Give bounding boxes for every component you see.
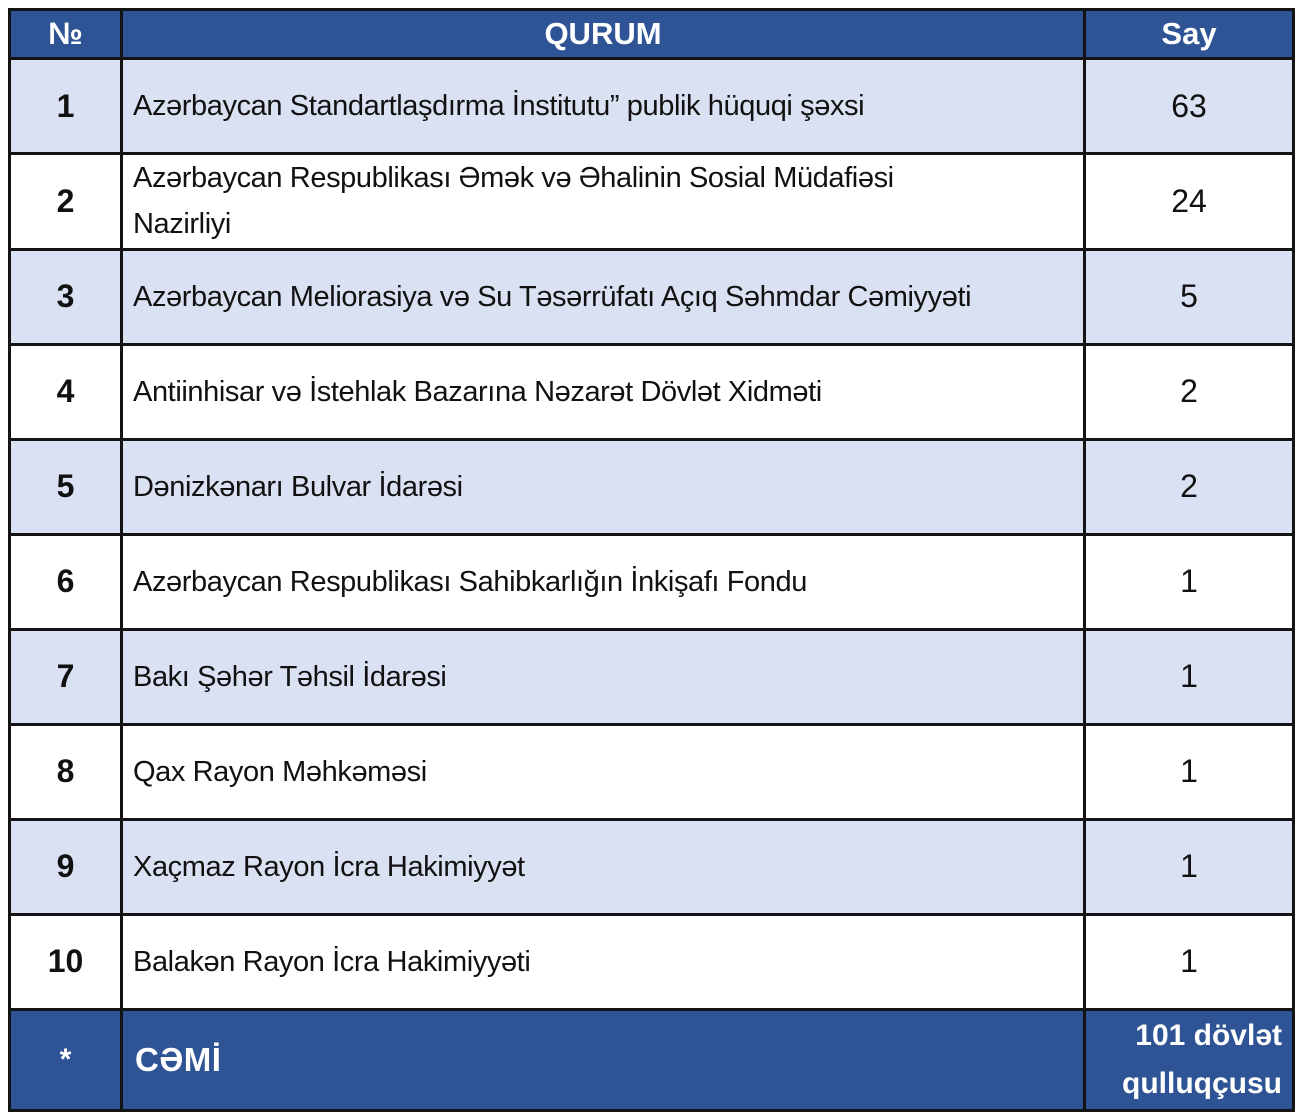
say-cell: 1: [1083, 912, 1295, 1011]
table-row: 4 Antiinhisar və İstehlak Bazarına Nəzar…: [8, 342, 1295, 441]
say-cell: 1: [1083, 722, 1295, 821]
row-number: 4: [8, 342, 123, 441]
say-cell: 5: [1083, 247, 1295, 346]
table-row: 2 Azərbaycan Respublikası Əmək və Əhalin…: [8, 152, 1295, 251]
row-number: 1: [8, 57, 123, 155]
row-number: 6: [8, 532, 123, 631]
qurum-cell: Dənizkənarı Bulvar İdarəsi: [120, 437, 1086, 536]
column-header-qurum: QURUM: [120, 8, 1086, 60]
footer-total-label: CƏMİ: [120, 1007, 1086, 1112]
table-row: 9 Xaçmaz Rayon İcra Hakimiyyət 1: [8, 817, 1295, 916]
table-header-row: № QURUM Say: [8, 8, 1295, 60]
row-number: 3: [8, 247, 123, 346]
say-cell: 63: [1083, 57, 1295, 155]
row-number: 10: [8, 912, 123, 1011]
qurum-say-table: № QURUM Say 1 Azərbaycan Standartlaşdırm…: [8, 8, 1295, 1112]
qurum-cell: Qax Rayon Məhkəməsi: [120, 722, 1086, 821]
qurum-cell: Azərbaycan Standartlaşdırma İnstitutu” p…: [120, 57, 1086, 155]
table-row: 10 Balakən Rayon İcra Hakimiyyəti 1: [8, 912, 1295, 1011]
footer-total-value: 101 dövlət qulluqçusu: [1083, 1007, 1295, 1112]
row-number: 5: [8, 437, 123, 536]
row-number: 8: [8, 722, 123, 821]
say-cell: 2: [1083, 437, 1295, 536]
say-cell: 1: [1083, 627, 1295, 726]
qurum-cell: Azərbaycan Meliorasiya və Su Təsərrüfatı…: [120, 247, 1086, 346]
qurum-cell: Azərbaycan Respublikası Sahibkarlığın İn…: [120, 532, 1086, 631]
table-row: 8 Qax Rayon Məhkəməsi 1: [8, 722, 1295, 821]
say-cell: 24: [1083, 152, 1295, 251]
qurum-cell: Xaçmaz Rayon İcra Hakimiyyət: [120, 817, 1086, 916]
table-row: 3 Azərbaycan Meliorasiya və Su Təsərrüfa…: [8, 247, 1295, 346]
table-row: 1 Azərbaycan Standartlaşdırma İnstitutu”…: [8, 57, 1295, 155]
say-cell: 1: [1083, 532, 1295, 631]
table-footer-row: * CƏMİ 101 dövlət qulluqçusu: [8, 1007, 1295, 1112]
qurum-cell: Bakı Şəhər Təhsil İdarəsi: [120, 627, 1086, 726]
say-cell: 1: [1083, 817, 1295, 916]
qurum-cell: Azərbaycan Respublikası Əmək və Əhalinin…: [120, 152, 1086, 251]
table-row: 6 Azərbaycan Respublikası Sahibkarlığın …: [8, 532, 1295, 631]
row-number: 7: [8, 627, 123, 726]
footer-asterisk: *: [8, 1007, 123, 1112]
say-cell: 2: [1083, 342, 1295, 441]
column-header-num: №: [8, 8, 123, 60]
row-number: 9: [8, 817, 123, 916]
row-number: 2: [8, 152, 123, 251]
table-row: 7 Bakı Şəhər Təhsil İdarəsi 1: [8, 627, 1295, 726]
column-header-say: Say: [1083, 8, 1295, 60]
qurum-cell: Antiinhisar və İstehlak Bazarına Nəzarət…: [120, 342, 1086, 441]
table-row: 5 Dənizkənarı Bulvar İdarəsi 2: [8, 437, 1295, 536]
qurum-cell: Balakən Rayon İcra Hakimiyyəti: [120, 912, 1086, 1011]
